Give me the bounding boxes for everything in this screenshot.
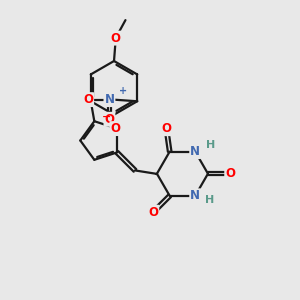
Text: −: − bbox=[102, 112, 112, 122]
Text: O: O bbox=[110, 122, 120, 135]
Text: N: N bbox=[190, 189, 200, 202]
Text: O: O bbox=[148, 206, 158, 219]
Text: N: N bbox=[190, 145, 200, 158]
Text: O: O bbox=[161, 122, 171, 135]
Text: H: H bbox=[206, 140, 215, 150]
Text: O: O bbox=[111, 32, 121, 45]
Text: N: N bbox=[104, 93, 114, 106]
Text: O: O bbox=[104, 113, 114, 126]
Text: H: H bbox=[205, 195, 214, 205]
Text: O: O bbox=[225, 167, 235, 180]
Text: O: O bbox=[83, 93, 93, 106]
Text: +: + bbox=[118, 86, 127, 96]
